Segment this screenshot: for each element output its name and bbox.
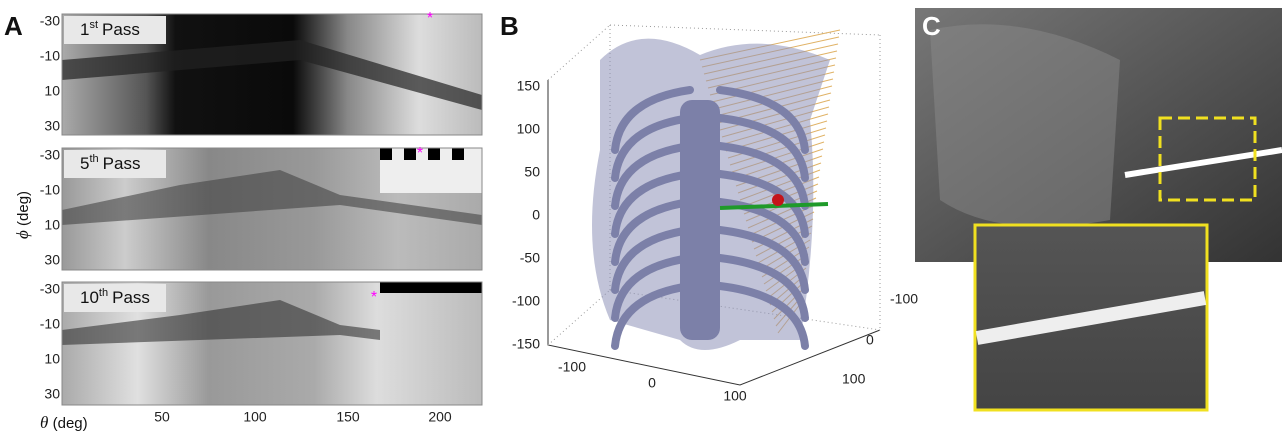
y-tick-label: 10 (44, 83, 60, 99)
roi-box (1158, 116, 1257, 202)
y-tick-label: -30 (40, 147, 60, 163)
rib (611, 282, 694, 350)
y-tick-label: -10 (40, 182, 60, 198)
panel-label: B (500, 11, 519, 41)
y-tick-label: 10 (44, 217, 60, 233)
title-text: Pass (112, 288, 150, 307)
z-tick-label: 50 (524, 164, 540, 180)
rib (611, 170, 694, 238)
axis-unit: (deg) (15, 191, 32, 226)
ordinal-suffix: st (89, 19, 98, 31)
ribcage-render (592, 29, 841, 351)
title-text: Pass (103, 154, 141, 173)
z-tick-label: 0 (532, 207, 540, 223)
svg-text:*: * (427, 10, 433, 27)
rib (716, 142, 809, 210)
subplot-title: 10th Pass (80, 287, 150, 308)
ordinal-suffix: th (99, 287, 108, 299)
rib (716, 254, 809, 322)
title-text: Pass (102, 20, 140, 39)
axis-unit: (deg) (53, 415, 88, 432)
ordinal: 1 (80, 20, 89, 39)
y-tick-label: -10 (40, 48, 60, 64)
y-tick-label: 100 (842, 371, 866, 387)
ct-detail (930, 24, 1120, 227)
subplot-title: 5th Pass (80, 153, 140, 174)
x-axis-title: θ (deg) (40, 413, 88, 432)
z-tick-label: 100 (517, 121, 541, 137)
y-tick-label: 30 (44, 118, 60, 134)
rib (716, 170, 809, 238)
panel-label: A (4, 11, 23, 41)
y-axis-title: ϕ (deg) (13, 191, 32, 239)
z-tick-label: -150 (512, 336, 540, 352)
svg-text:*: * (371, 289, 377, 306)
rib (611, 86, 694, 154)
x-tick-label: 150 (336, 409, 360, 425)
axis-symbol: ϕ (13, 230, 32, 239)
x-tick-label: 50 (154, 409, 170, 425)
rib (611, 254, 694, 322)
y-tick-label: -30 (40, 281, 60, 297)
rib (611, 198, 694, 266)
z-tick-label: -100 (512, 293, 540, 309)
y-tick-label: 10 (44, 351, 60, 367)
y-tick-label: 0 (866, 332, 874, 348)
z-tick-label: -50 (520, 250, 540, 266)
rib (611, 142, 694, 210)
y-tick-label: -100 (890, 291, 918, 307)
y-tick-label: 30 (44, 252, 60, 268)
y-tick-label: -10 (40, 316, 60, 332)
ordinal: 5 (80, 154, 89, 173)
y-tick-label: 30 (44, 386, 60, 402)
axis-symbol: θ (40, 413, 48, 432)
title-box (64, 284, 166, 312)
rib (716, 86, 809, 154)
rib (611, 226, 694, 294)
x-tick-label: 0 (648, 375, 656, 391)
x-tick-label: 100 (243, 409, 267, 425)
rib (716, 282, 809, 350)
x-tick-label: 100 (723, 388, 747, 404)
rib (716, 198, 809, 266)
rib (716, 114, 809, 182)
subplot-title: 1st Pass (80, 19, 140, 40)
ordinal: 10 (80, 288, 99, 307)
rib (716, 226, 809, 294)
title-box (64, 150, 166, 178)
z-tick-label: 150 (517, 78, 541, 94)
ordinal-suffix: th (89, 153, 98, 165)
needle (975, 291, 1207, 345)
x-tick-label: 200 (428, 409, 452, 425)
svg-text:*: * (417, 145, 423, 162)
x-tick-label: -100 (558, 359, 586, 375)
y-tick-label: -30 (40, 13, 60, 29)
title-box (64, 16, 166, 44)
rib (611, 114, 694, 182)
panel-label: C (922, 11, 941, 41)
